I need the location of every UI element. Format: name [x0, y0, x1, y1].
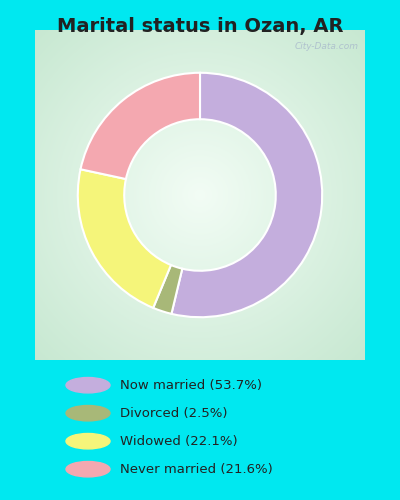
Wedge shape [78, 170, 171, 308]
Text: Divorced (2.5%): Divorced (2.5%) [120, 406, 228, 420]
Text: Now married (53.7%): Now married (53.7%) [120, 378, 262, 392]
Text: Marital status in Ozan, AR: Marital status in Ozan, AR [57, 17, 343, 36]
Circle shape [66, 378, 110, 393]
Text: Never married (21.6%): Never married (21.6%) [120, 462, 273, 475]
Wedge shape [80, 73, 200, 179]
Wedge shape [153, 265, 182, 314]
Text: Widowed (22.1%): Widowed (22.1%) [120, 434, 238, 448]
Circle shape [66, 434, 110, 449]
Text: City-Data.com: City-Data.com [295, 42, 359, 51]
Circle shape [66, 406, 110, 421]
Wedge shape [172, 73, 322, 317]
Circle shape [66, 462, 110, 477]
